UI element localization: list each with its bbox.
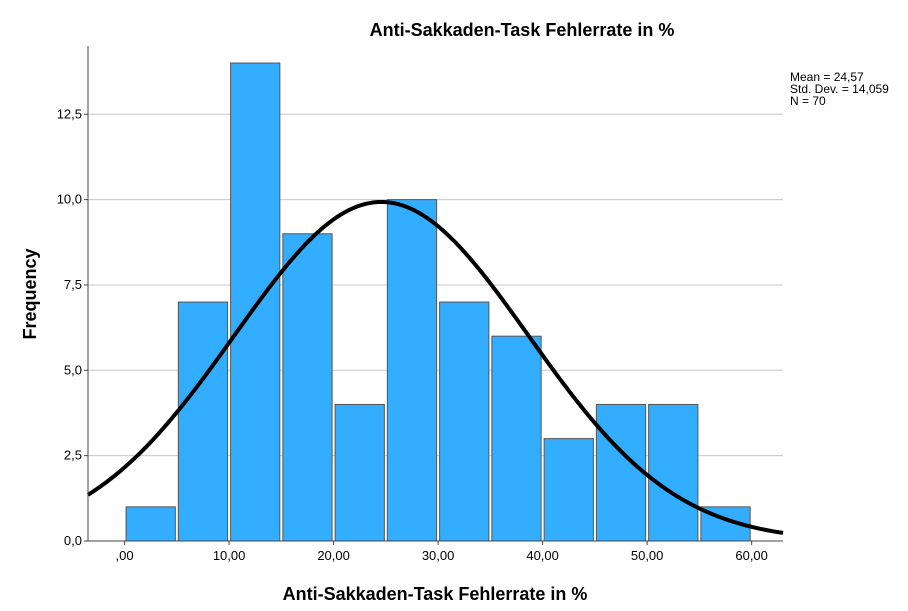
x-axis-title: Anti-Sakkaden-Task Fehlerrate in %	[283, 584, 588, 604]
histogram-bar	[439, 301, 490, 542]
x-tick-label: 20,00	[317, 548, 350, 563]
histogram-bars	[125, 62, 751, 542]
y-tick-labels: 0,0 2,5 5,0 7,5 10,0 12,5	[57, 106, 88, 548]
histogram-bar	[125, 506, 176, 542]
stats-n: N = 70	[790, 94, 826, 108]
y-tick-label: 12,5	[57, 106, 82, 121]
histogram-bar	[386, 199, 438, 542]
histogram-bar	[543, 438, 594, 542]
histogram-bar	[282, 233, 333, 542]
histogram-bar	[334, 403, 385, 542]
histogram-bar	[595, 403, 647, 542]
x-tick-label: 30,00	[422, 548, 455, 563]
x-tick-label: 60,00	[735, 548, 768, 563]
chart-title: Anti-Sakkaden-Task Fehlerrate in %	[370, 20, 675, 40]
statistics-box: Mean = 24,57 Std. Dev. = 14,059 N = 70	[790, 71, 889, 107]
normal-curve	[86, 199, 784, 535]
y-axis-title: Frequency	[20, 248, 40, 339]
histogram-bar	[648, 403, 699, 542]
stats-mean: Mean = 24,57	[790, 70, 864, 84]
stats-std-dev: Std. Dev. = 14,059	[790, 82, 889, 96]
x-tick-labels: ,00 10,00 20,00 30,00 40,00 50,00 60,00	[116, 541, 768, 563]
y-tick-label: 10,0	[57, 192, 82, 207]
histogram-bar	[230, 62, 281, 542]
y-tick-label: 0,0	[64, 533, 82, 548]
y-tick-label: 5,0	[64, 362, 82, 377]
y-tick-label: 2,5	[64, 448, 82, 463]
histogram-bar	[491, 335, 542, 542]
x-tick-label: ,00	[116, 548, 134, 563]
histogram-bar	[177, 301, 229, 542]
x-tick-label: 10,00	[213, 548, 246, 563]
x-tick-label: 50,00	[631, 548, 664, 563]
x-tick-label: 40,00	[526, 548, 559, 563]
y-tick-label: 7,5	[64, 277, 82, 292]
axes	[87, 46, 783, 542]
